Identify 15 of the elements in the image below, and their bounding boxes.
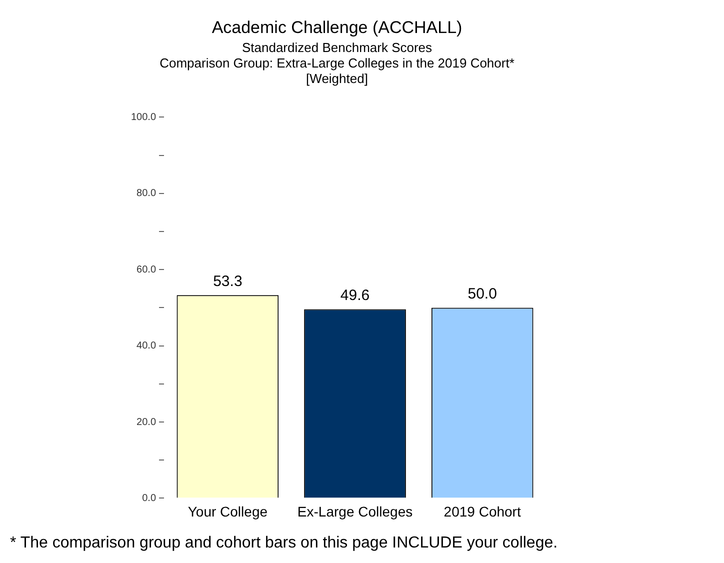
x-tick-label: Ex-Large Colleges [297,503,413,520]
y-tick-label: 80.0 [136,188,156,200]
y-tick-label: 60.0 [136,264,156,276]
y-tick-label: 40.0 [136,340,156,352]
chart-title: Academic Challenge (ACCHALL) [212,18,462,37]
y-tick-label: 0.0 [142,492,156,504]
x-tick-label: Your College [188,503,268,520]
chart-subtitle: Standardized Benchmark Scores Comparison Group: Extra-Large Colleges in the 2019 Cohort* [Weighted] [160,40,514,86]
text: * The comparison group and cohort bars on this page INCLUDE your college. [10,534,558,552]
data-label: 50.0 [468,285,497,302]
y-tick-label: 100.0 [130,112,156,123]
x-tick-label: 2019 Cohort [444,503,521,520]
data-label: 49.6 [340,286,370,304]
y-tick-label: 20.0 [136,416,156,428]
data-label: 53.3 [213,272,242,290]
